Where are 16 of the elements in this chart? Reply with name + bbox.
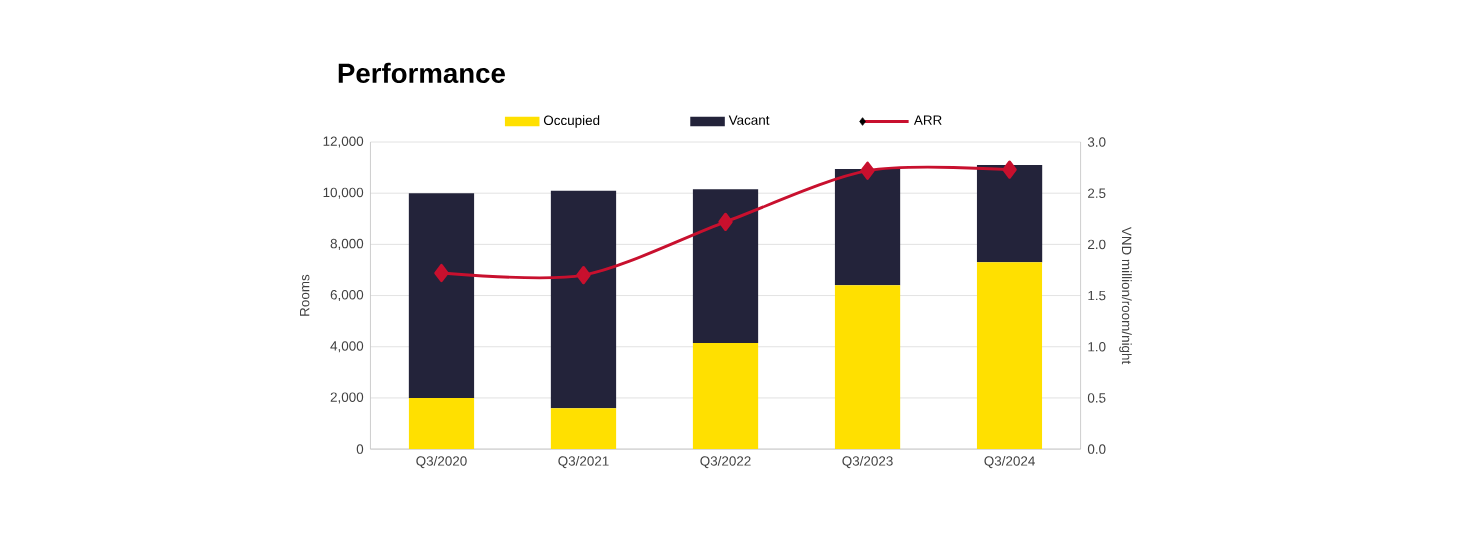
bar: [550, 190, 617, 409]
bar: [692, 189, 759, 344]
bar: [408, 193, 475, 399]
bar: [408, 398, 475, 450]
bar: [692, 343, 759, 450]
bar: [550, 408, 617, 450]
chart-title: Performance: [338, 63, 505, 84]
point: [434, 264, 449, 283]
point: [1002, 160, 1017, 180]
point: [860, 161, 875, 181]
bar: [834, 285, 901, 450]
bar: [976, 165, 1043, 263]
point: [718, 213, 733, 232]
bar: [976, 262, 1043, 450]
bar: [834, 169, 901, 286]
point: [576, 266, 591, 285]
